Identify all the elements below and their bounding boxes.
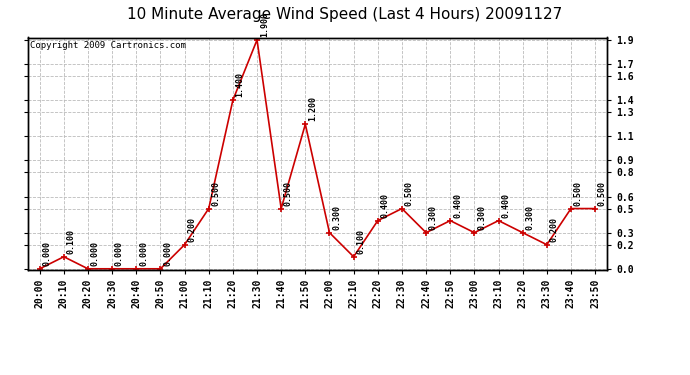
Text: 0.300: 0.300	[429, 205, 438, 230]
Text: 1.200: 1.200	[308, 96, 317, 122]
Text: 0.000: 0.000	[91, 241, 100, 266]
Text: 0.200: 0.200	[188, 217, 197, 242]
Text: 0.100: 0.100	[357, 229, 366, 254]
Text: 0.500: 0.500	[405, 181, 414, 206]
Text: 0.300: 0.300	[477, 205, 486, 230]
Text: 0.400: 0.400	[502, 193, 511, 218]
Text: 0.000: 0.000	[43, 241, 52, 266]
Text: 0.300: 0.300	[526, 205, 535, 230]
Text: 1.400: 1.400	[236, 72, 245, 98]
Text: 0.500: 0.500	[598, 181, 607, 206]
Text: 10 Minute Average Wind Speed (Last 4 Hours) 20091127: 10 Minute Average Wind Speed (Last 4 Hou…	[128, 8, 562, 22]
Text: 0.500: 0.500	[284, 181, 293, 206]
Text: 1.900: 1.900	[260, 12, 269, 37]
Text: 0.400: 0.400	[453, 193, 462, 218]
Text: 0.100: 0.100	[67, 229, 76, 254]
Text: 0.500: 0.500	[212, 181, 221, 206]
Text: 0.000: 0.000	[139, 241, 148, 266]
Text: 0.500: 0.500	[574, 181, 583, 206]
Text: 0.400: 0.400	[381, 193, 390, 218]
Text: 0.000: 0.000	[115, 241, 124, 266]
Text: Copyright 2009 Cartronics.com: Copyright 2009 Cartronics.com	[30, 41, 186, 50]
Text: 0.200: 0.200	[550, 217, 559, 242]
Text: 0.300: 0.300	[333, 205, 342, 230]
Text: 0.000: 0.000	[164, 241, 172, 266]
